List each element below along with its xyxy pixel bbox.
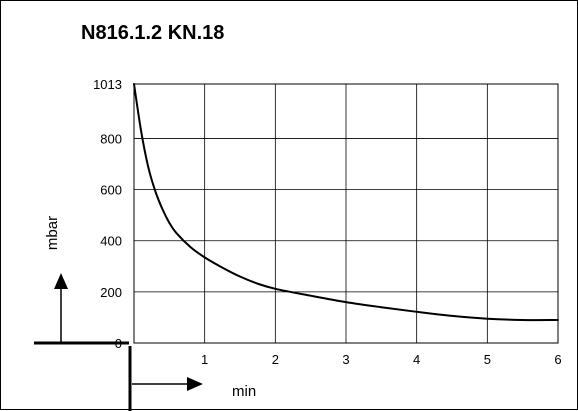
series-line bbox=[133, 83, 559, 322]
y-axis-indicator: mbar bbox=[34, 216, 129, 345]
x-axis-indicator: min bbox=[128, 346, 256, 411]
chart-title: N816.1.2 KN.18 bbox=[81, 22, 224, 44]
right-arrow-icon bbox=[187, 377, 203, 391]
up-arrow-icon bbox=[54, 273, 68, 289]
x-tick-label: 2 bbox=[272, 352, 279, 367]
x-tick-label: 6 bbox=[554, 352, 561, 367]
x-axis-label: min bbox=[232, 383, 256, 400]
y-axis-label: mbar bbox=[44, 216, 61, 250]
x-tick-label: 4 bbox=[413, 352, 420, 367]
x-tick-labels: 1 2 3 4 5 6 bbox=[201, 352, 562, 367]
series-group bbox=[133, 83, 559, 322]
y-tick-label: 1013 bbox=[93, 77, 122, 92]
plot-border bbox=[133, 83, 559, 344]
y-tick-label: 400 bbox=[100, 234, 122, 249]
y-tick-label: 800 bbox=[100, 131, 122, 146]
x-tick-label: 1 bbox=[201, 352, 208, 367]
y-tick-label: 200 bbox=[100, 285, 122, 300]
y-tick-label: 600 bbox=[100, 183, 122, 198]
x-tick-label: 5 bbox=[484, 352, 491, 367]
grid bbox=[134, 83, 559, 344]
x-tick-label: 3 bbox=[342, 352, 349, 367]
y-tick-labels: 02004006008001013 bbox=[93, 77, 122, 351]
